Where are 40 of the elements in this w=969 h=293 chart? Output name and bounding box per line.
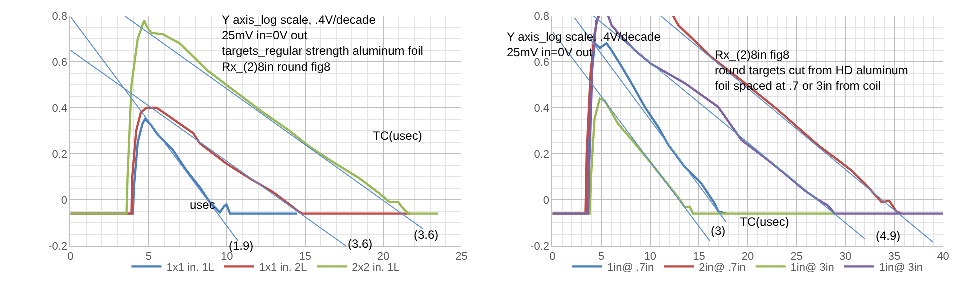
x-tick-label: 35	[888, 251, 901, 264]
x-tick-label: 25	[790, 251, 803, 264]
y-tick-label: 0.2	[534, 148, 550, 161]
annotation: (3.6)	[414, 228, 439, 242]
x-tick-label: 30	[840, 251, 852, 264]
y-tick-label: -0.2	[530, 240, 550, 253]
x-tick-label: 20	[742, 251, 754, 264]
y-tick-label: 0.8	[52, 10, 68, 23]
x-tick-label: 15	[693, 251, 706, 264]
annotation: (3.6)	[348, 237, 373, 251]
annotation: (3)	[711, 224, 726, 238]
x-tick-label: 15	[299, 251, 312, 264]
legend-label: 2x2 in. 1L	[352, 262, 400, 274]
y-tick-label: 0	[61, 194, 68, 207]
x-tick-label: 5	[146, 251, 152, 264]
annotation: (4.9)	[876, 229, 901, 243]
annotation: TC(usec)	[373, 129, 422, 143]
x-tick-label: 25	[456, 251, 468, 264]
legend-label: 1in@ 3in	[790, 262, 834, 274]
x-tick-label: 20	[377, 251, 390, 264]
annotation: Y axis_log scale, .4V/decade 25mV in=0V out targets_regular strength aluminum foil Rx_(2)8in round fig8	[222, 13, 424, 74]
x-tick-label: 10	[221, 251, 234, 264]
legend-label: 1x1 in. 1L	[166, 262, 214, 274]
x-axis-title: TC(usec)	[740, 215, 790, 229]
annotation: (1.9)	[229, 239, 254, 253]
x-tick-label: 5	[598, 251, 605, 264]
y-tick-label: 0.6	[534, 56, 550, 69]
x-tick-label: 40	[937, 251, 950, 264]
legend-label: 1in@ 3in	[879, 262, 923, 274]
y-tick-label: 0.8	[534, 10, 550, 23]
y-tick-label: 0.4	[52, 102, 68, 115]
y-tick-label: 0.2	[52, 148, 68, 161]
legend-label: 1x1 in. 2L	[259, 262, 308, 274]
x-tick-label: 10	[644, 251, 656, 264]
y-tick-label: 0.6	[52, 56, 68, 69]
legend-label: 2in@ .7in	[699, 262, 746, 274]
y-tick-label: -0.2	[48, 240, 68, 253]
y-tick-label: 0.4	[534, 102, 550, 115]
legend-label: 1in@ .7in	[608, 262, 654, 274]
y-tick-label: 0	[543, 194, 550, 207]
